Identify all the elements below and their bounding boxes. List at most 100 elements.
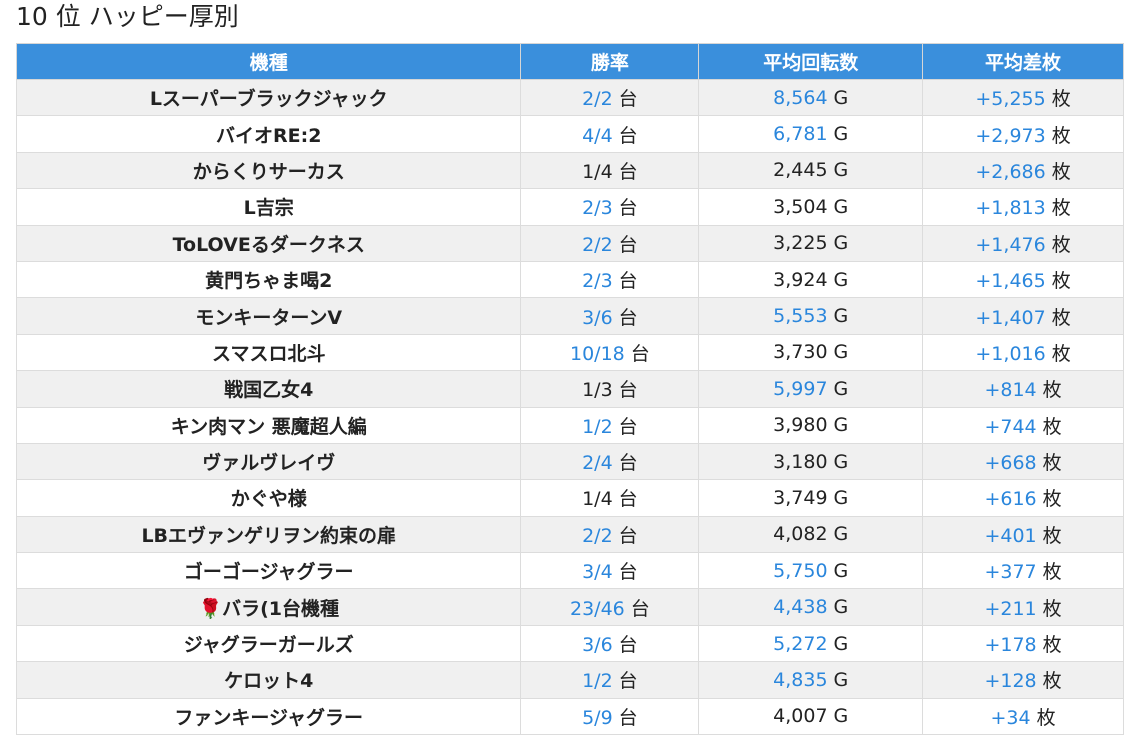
model-cell: スマスロ北斗 — [15, 333, 522, 372]
model-cell: ゴーゴージャグラー — [15, 552, 522, 590]
cell-unit: 台 — [618, 524, 638, 547]
cell-value: 3,730 — [773, 341, 828, 364]
table-row: ゴーゴージャグラー 3/4 台 5,750 G +377 枚 — [15, 552, 1124, 590]
cell-unit: 台 — [618, 233, 638, 256]
model-cell: ケロット4 — [15, 661, 522, 699]
cell-unit: 台 — [618, 670, 638, 693]
model-cell: ジャグラーガールズ — [15, 624, 522, 663]
cell-value: 2/4 — [582, 452, 613, 475]
value-cell: +211 枚 — [922, 588, 1124, 626]
cell-unit: 枚 — [1051, 124, 1071, 147]
cell-value: 2/3 — [582, 197, 613, 220]
table-row: 黄門ちゃま喝2 2/3 台 3,924 G +1,465 枚 — [15, 260, 1124, 299]
table-row: 戦国乙女4 1/3 台 5,997 G +814 枚 — [15, 370, 1124, 408]
value-cell: 1/3 台 — [520, 370, 700, 408]
value-cell: 3/6 台 — [520, 624, 700, 663]
cell-value: +1,813 — [975, 197, 1046, 220]
cell-value: 1/4 — [582, 160, 613, 183]
cell-unit: 枚 — [1051, 233, 1071, 256]
model-cell: キン肉マン 悪魔超人編 — [15, 406, 522, 444]
cell-unit: G — [833, 377, 849, 400]
cell-unit: G — [833, 86, 849, 109]
value-cell: 3,924 G — [698, 260, 924, 299]
cell-value: 3,749 — [773, 486, 828, 509]
cell-unit: 枚 — [1051, 197, 1071, 220]
value-cell: 2/2 台 — [520, 78, 700, 117]
cell-unit: 枚 — [1051, 160, 1071, 183]
cell-unit: G — [833, 632, 849, 655]
value-cell: +814 枚 — [922, 370, 1124, 408]
cell-value: 5/9 — [582, 706, 613, 729]
cell-unit: 台 — [618, 88, 638, 111]
cell-unit: 枚 — [1051, 270, 1071, 293]
table-row: 🌹バラ(1台機種 23/46 台 4,438 G +211 枚 — [15, 588, 1124, 626]
value-cell: 3/6 台 — [520, 297, 700, 335]
model-cell: モンキーターンV — [15, 297, 522, 335]
cell-unit: 台 — [618, 488, 638, 511]
cell-value: 2/2 — [582, 233, 613, 256]
value-cell: 2/2 台 — [520, 224, 700, 262]
model-cell: L吉宗 — [15, 188, 522, 226]
cell-value: +178 — [984, 634, 1037, 657]
cell-value: 3/6 — [582, 634, 613, 657]
model-cell: Lスーパーブラックジャック — [15, 78, 522, 117]
cell-value: 5,997 — [773, 377, 828, 400]
value-cell: 4,007 G — [698, 697, 924, 736]
value-cell: 1/2 台 — [520, 661, 700, 699]
cell-value: 23/46 — [570, 597, 625, 620]
value-cell: 2/3 台 — [520, 260, 700, 299]
cell-value: 8,564 — [773, 86, 828, 109]
table-row: キン肉マン 悪魔超人編 1/2 台 3,980 G +744 枚 — [15, 406, 1124, 444]
value-cell: 10/18 台 — [520, 333, 700, 372]
cell-value: +34 — [990, 706, 1031, 729]
cell-value: 3,225 — [773, 232, 828, 255]
cell-unit: 枚 — [1042, 597, 1062, 620]
cell-value: 3/6 — [582, 306, 613, 329]
ranking-table: 機種 勝率 平均回転数 平均差枚 Lスーパーブラックジャック 2/2 台 8,564 G +5,… — [15, 43, 1124, 736]
cell-unit: G — [833, 232, 849, 255]
table-row: からくりサーカス 1/4 台 2,445 G +2,686 枚 — [15, 151, 1124, 190]
model-cell: 戦国乙女4 — [15, 370, 522, 408]
cell-unit: 台 — [618, 634, 638, 657]
table-row: バイオRE:2 4/4 台 6,781 G +2,973 枚 — [15, 115, 1124, 153]
cell-unit: 枚 — [1042, 524, 1062, 547]
cell-unit: 枚 — [1051, 306, 1071, 329]
value-cell: 4/4 台 — [520, 115, 700, 153]
cell-value: +128 — [984, 670, 1037, 693]
cell-value: 3/4 — [582, 561, 613, 584]
cell-value: 1/2 — [582, 415, 613, 438]
cell-unit: 台 — [618, 197, 638, 220]
cell-value: +814 — [984, 379, 1037, 402]
cell-value: 2,445 — [773, 159, 828, 182]
cell-unit: 枚 — [1042, 670, 1062, 693]
cell-unit: 台 — [618, 270, 638, 293]
header-row: 機種 勝率 平均回転数 平均差枚 — [15, 43, 1124, 80]
table-row: かぐや様 1/4 台 3,749 G +616 枚 — [15, 479, 1124, 517]
cell-value: 2/2 — [582, 88, 613, 111]
value-cell: +1,476 枚 — [922, 224, 1124, 262]
cell-unit: G — [833, 523, 849, 546]
cell-value: +5,255 — [975, 88, 1046, 111]
value-cell: 5,553 G — [698, 297, 924, 335]
cell-value: +616 — [984, 488, 1037, 511]
cell-unit: G — [833, 705, 849, 728]
value-cell: +2,686 枚 — [922, 151, 1124, 190]
value-cell: 5,997 G — [698, 370, 924, 408]
cell-value: +211 — [984, 597, 1037, 620]
value-cell: 8,564 G — [698, 78, 924, 117]
table-row: LBエヴァンゲリヲン約束の扉 2/2 台 4,082 G +401 枚 — [15, 515, 1124, 554]
cell-unit: G — [833, 450, 849, 473]
table-row: ファンキージャグラー 5/9 台 4,007 G +34 枚 — [15, 697, 1124, 736]
cell-unit: G — [833, 596, 849, 619]
cell-unit: 台 — [618, 415, 638, 438]
model-cell: 黄門ちゃま喝2 — [15, 260, 522, 299]
cell-unit: G — [833, 414, 849, 437]
value-cell: 2/3 台 — [520, 188, 700, 226]
value-cell: 6,781 G — [698, 115, 924, 153]
header-cell: 平均差枚 — [922, 43, 1124, 80]
value-cell: +668 枚 — [922, 442, 1124, 481]
cell-value: 3,180 — [773, 450, 828, 473]
value-cell: 1/4 台 — [520, 479, 700, 517]
cell-value: 3,504 — [773, 195, 828, 218]
